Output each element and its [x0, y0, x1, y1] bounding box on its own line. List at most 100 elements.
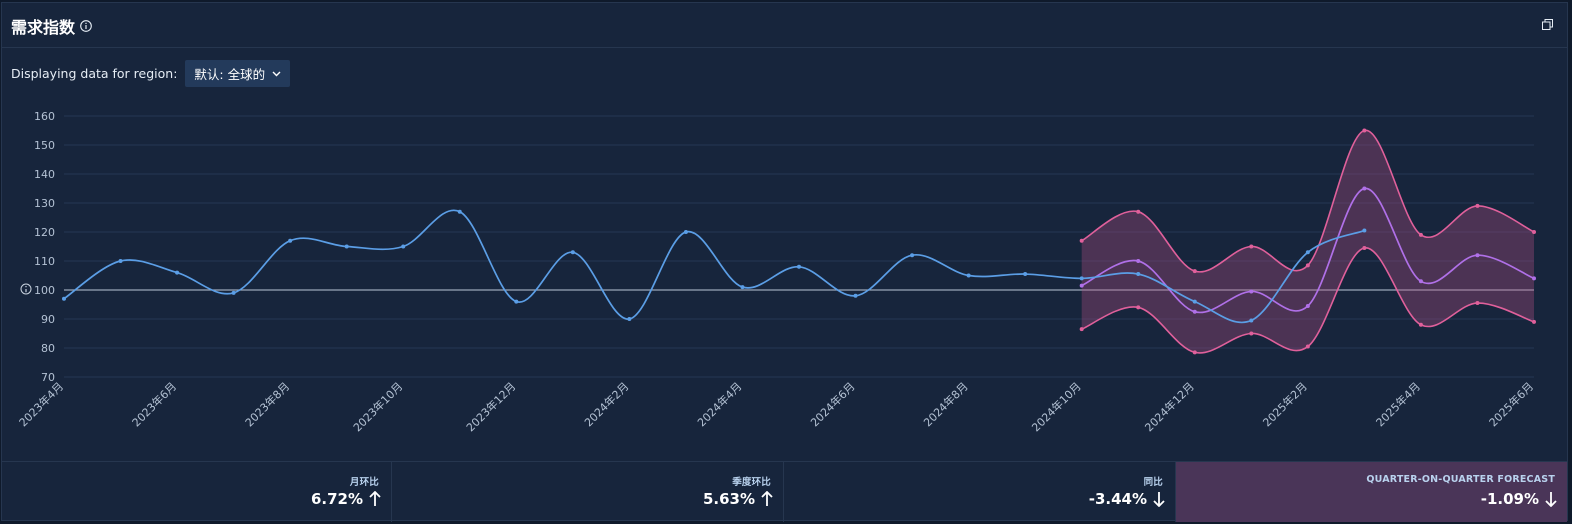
x-tick-label: 2023年4月: [16, 379, 66, 429]
forecast-point: [1249, 289, 1254, 294]
forecast-point: [1305, 303, 1310, 308]
stat-qoq-forecast: QUARTER-ON-QUARTER FORECAST -1.09%: [1176, 462, 1567, 522]
actual-point: [1136, 272, 1141, 277]
arrow-down-icon: [1153, 492, 1165, 507]
actual-point: [966, 273, 971, 278]
actual-point: [401, 244, 406, 249]
forecast-upper-point: [1418, 232, 1423, 237]
actual-point: [683, 230, 688, 234]
y-tick-label: 110: [34, 255, 55, 268]
x-tick-label: 2023年12月: [463, 379, 518, 434]
actual-point: [797, 264, 801, 269]
x-tick-label: 2023年6月: [129, 379, 179, 429]
y-tick-label: 70: [41, 371, 55, 384]
panel-header: 需求指数: [2, 3, 1567, 48]
forecast-upper-point: [1305, 263, 1310, 268]
actual-point: [231, 290, 236, 295]
stat-label: 同比: [1143, 477, 1163, 488]
actual-point: [514, 299, 519, 304]
region-select[interactable]: 默认: 全球的: [185, 59, 291, 87]
x-tick-label: 2024年10月: [1029, 379, 1084, 434]
actual-point: [570, 250, 575, 255]
forecast-lower-line: [1081, 247, 1535, 354]
stat-value: 6.72%: [311, 490, 381, 508]
forecast-upper-point: [1475, 203, 1480, 208]
actual-point: [1023, 272, 1028, 277]
arrow-up-icon: [761, 491, 773, 506]
actual-point: [457, 209, 462, 214]
forecast-upper-point: [1136, 209, 1141, 214]
y-tick-label: 130: [34, 197, 55, 210]
actual-point: [627, 317, 632, 321]
x-tick-label: 2024年12月: [1142, 379, 1197, 434]
forecast-upper-point: [1079, 238, 1084, 243]
stat-label: QUARTER-ON-QUARTER FORECAST: [1366, 474, 1555, 485]
forecast-lower-point: [1249, 331, 1254, 336]
forecast-lower-point: [1305, 344, 1310, 349]
info-icon[interactable]: [80, 20, 92, 32]
baseline-info-icon-dot: [25, 286, 27, 288]
x-tick-label: 2025年6月: [1486, 379, 1536, 429]
forecast-band-area: [1081, 130, 1534, 353]
forecast-lower-point: [1079, 327, 1084, 332]
actual-point: [118, 259, 123, 263]
arrow-down-icon: [1545, 492, 1557, 507]
forecast-upper-point: [1362, 128, 1367, 133]
arrow-up-icon: [369, 491, 381, 506]
forecast-lower-point: [1532, 319, 1536, 324]
forecast-upper-point: [1249, 244, 1254, 249]
actual-point: [288, 238, 293, 243]
stat-yoy: 同比 -3.44%: [784, 462, 1176, 522]
y-tick-label: 160: [34, 110, 55, 123]
forecast-upper-point: [1192, 269, 1197, 274]
stat-label: 季度环比: [732, 477, 771, 488]
forecast-upper-line: [1081, 129, 1535, 273]
forecast-line: [1081, 187, 1535, 314]
demand-index-chart: 70 80 90 100 110 120 130 140 150 160 2023年4月 2023年6…: [16, 110, 1536, 434]
actual-point: [1079, 276, 1084, 281]
x-tick-label: 2025年4月: [1373, 379, 1423, 429]
y-tick-label: 120: [34, 226, 55, 239]
x-tick-label: 2024年4月: [694, 379, 744, 429]
stat-qoq: 季度环比 5.63%: [392, 462, 784, 522]
region-label: Displaying data for region:: [11, 65, 178, 81]
x-tick-label: 2024年2月: [581, 379, 631, 429]
expand-icon[interactable]: [1542, 19, 1553, 30]
forecast-lower-point: [1362, 245, 1367, 250]
stat-value-text: -3.44%: [1088, 490, 1147, 508]
actual-point: [175, 270, 180, 275]
region-row: Displaying data for region: 默认: 全球的: [11, 59, 291, 87]
actual-point: [1192, 299, 1197, 304]
forecast-upper-point: [1532, 230, 1536, 234]
forecast-point: [1362, 186, 1367, 191]
y-tick-label: 80: [41, 342, 55, 355]
region-select-value: 默认: 全球的: [194, 66, 266, 82]
forecast-point: [1079, 283, 1084, 288]
forecast-point: [1532, 276, 1536, 281]
stat-label: 月环比: [349, 477, 379, 488]
panel-title: 需求指数: [11, 18, 76, 37]
forecast-point: [1418, 279, 1423, 284]
actual-point: [1305, 250, 1310, 255]
baseline-info-icon-stem: [25, 289, 27, 293]
stats-row: 月环比 6.72% 季度环比 5.63% 同比 -3.44% QUARTER-O…: [2, 461, 1567, 522]
x-tick-label: 2024年8月: [921, 379, 971, 429]
stat-value: -3.44%: [1089, 490, 1165, 508]
actual-point: [1362, 228, 1367, 233]
forecast-point: [1475, 253, 1480, 258]
x-tick-label: 2025年2月: [1260, 379, 1310, 429]
y-tick-label: 100: [34, 284, 55, 297]
forecast-lower-point: [1136, 305, 1141, 310]
actual-point: [910, 253, 915, 258]
forecast-point: [1136, 259, 1141, 263]
x-tick-label: 2023年8月: [242, 379, 292, 429]
y-tick-label: 90: [41, 313, 55, 326]
y-tick-label: 150: [34, 139, 55, 152]
x-tick-label: 2023年10月: [350, 379, 405, 434]
stat-value-text: 5.63%: [702, 490, 755, 508]
stat-value: -1.09%: [1481, 490, 1557, 508]
stat-value-text: 6.72%: [310, 490, 363, 508]
chevron-down-icon: [272, 71, 281, 76]
actual-point: [344, 244, 349, 249]
